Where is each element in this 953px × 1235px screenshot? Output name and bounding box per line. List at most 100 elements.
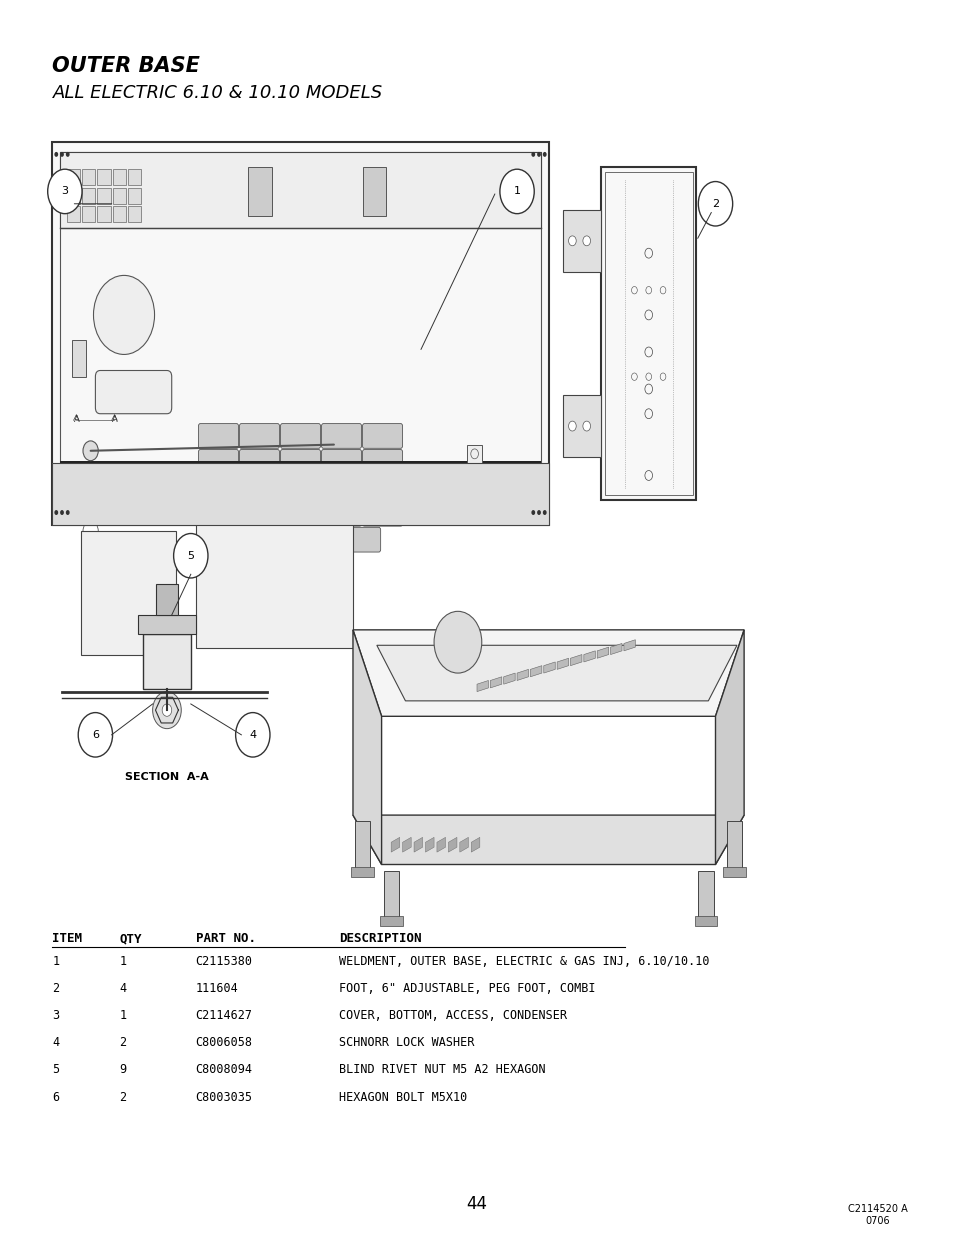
Bar xyxy=(71,340,86,377)
Polygon shape xyxy=(623,640,635,651)
Bar xyxy=(722,867,745,877)
Circle shape xyxy=(54,152,58,157)
Circle shape xyxy=(568,236,576,246)
Text: 6: 6 xyxy=(52,1091,59,1104)
Circle shape xyxy=(48,169,82,214)
FancyBboxPatch shape xyxy=(340,527,380,552)
Polygon shape xyxy=(436,837,445,852)
Text: 4: 4 xyxy=(119,982,126,995)
Bar xyxy=(467,445,481,463)
Bar xyxy=(67,169,80,185)
Text: 2: 2 xyxy=(119,1036,126,1050)
FancyBboxPatch shape xyxy=(239,501,279,526)
Circle shape xyxy=(531,152,535,157)
FancyBboxPatch shape xyxy=(321,475,361,500)
Circle shape xyxy=(698,182,732,226)
FancyBboxPatch shape xyxy=(95,370,172,414)
Circle shape xyxy=(173,534,208,578)
Circle shape xyxy=(66,152,70,157)
FancyBboxPatch shape xyxy=(362,424,402,448)
Polygon shape xyxy=(353,630,743,716)
Bar xyxy=(351,867,374,877)
FancyBboxPatch shape xyxy=(198,475,238,500)
Circle shape xyxy=(582,236,590,246)
Text: SECTION  A-A: SECTION A-A xyxy=(125,772,209,782)
Bar xyxy=(81,531,176,655)
Text: OUTER BASE: OUTER BASE xyxy=(52,56,200,75)
FancyBboxPatch shape xyxy=(239,475,279,500)
FancyBboxPatch shape xyxy=(321,501,361,526)
Bar xyxy=(355,821,370,871)
Polygon shape xyxy=(414,837,422,852)
Bar xyxy=(155,584,178,615)
Text: 4: 4 xyxy=(249,730,256,740)
Polygon shape xyxy=(583,651,595,662)
FancyBboxPatch shape xyxy=(280,501,320,526)
Text: 2: 2 xyxy=(711,199,719,209)
Bar xyxy=(97,169,111,185)
Polygon shape xyxy=(476,680,488,692)
Bar xyxy=(138,615,195,634)
Circle shape xyxy=(78,713,112,757)
Bar xyxy=(128,206,141,222)
Bar xyxy=(694,916,717,926)
Text: C2114627: C2114627 xyxy=(195,1009,253,1023)
Polygon shape xyxy=(353,815,743,864)
Text: 3: 3 xyxy=(61,186,69,196)
FancyBboxPatch shape xyxy=(362,501,402,526)
Text: 5: 5 xyxy=(52,1063,59,1077)
Polygon shape xyxy=(517,669,528,680)
Bar xyxy=(128,169,141,185)
Text: DESCRIPTION: DESCRIPTION xyxy=(338,932,420,946)
Text: 111604: 111604 xyxy=(195,982,238,995)
Bar xyxy=(67,188,80,204)
Bar xyxy=(698,871,713,920)
Polygon shape xyxy=(503,673,515,684)
Text: HEXAGON BOLT M5X10: HEXAGON BOLT M5X10 xyxy=(338,1091,466,1104)
Bar xyxy=(604,172,692,495)
Polygon shape xyxy=(353,630,381,864)
Text: QTY: QTY xyxy=(119,932,142,946)
Bar xyxy=(60,152,540,228)
Circle shape xyxy=(568,421,576,431)
Text: 1: 1 xyxy=(52,955,59,968)
Circle shape xyxy=(60,152,64,157)
Bar xyxy=(112,188,126,204)
Circle shape xyxy=(158,637,166,647)
Bar xyxy=(248,167,272,216)
Circle shape xyxy=(499,169,534,214)
Circle shape xyxy=(537,152,540,157)
Bar xyxy=(82,206,95,222)
Circle shape xyxy=(66,510,70,515)
Text: C2114520 A: C2114520 A xyxy=(847,1204,906,1214)
Circle shape xyxy=(60,510,64,515)
Bar xyxy=(362,167,386,216)
Text: ITEM: ITEM xyxy=(52,932,82,946)
Bar xyxy=(128,188,141,204)
Text: WELDMENT, OUTER BASE, ELECTRIC & GAS INJ, 6.10/10.10: WELDMENT, OUTER BASE, ELECTRIC & GAS INJ… xyxy=(338,955,708,968)
Circle shape xyxy=(83,441,98,461)
Text: BLIND RIVET NUT M5 A2 HEXAGON: BLIND RIVET NUT M5 A2 HEXAGON xyxy=(338,1063,545,1077)
FancyBboxPatch shape xyxy=(280,475,320,500)
Bar xyxy=(82,188,95,204)
Text: 4: 4 xyxy=(52,1036,59,1050)
Circle shape xyxy=(152,692,181,729)
Text: 9: 9 xyxy=(119,1063,126,1077)
FancyBboxPatch shape xyxy=(198,424,238,448)
FancyBboxPatch shape xyxy=(198,501,238,526)
Text: 2: 2 xyxy=(52,982,59,995)
Bar xyxy=(562,210,600,272)
FancyBboxPatch shape xyxy=(239,450,279,474)
FancyBboxPatch shape xyxy=(280,450,320,474)
Polygon shape xyxy=(471,837,479,852)
Polygon shape xyxy=(597,647,608,658)
Text: PART NO.: PART NO. xyxy=(195,932,255,946)
Bar xyxy=(600,167,696,500)
Circle shape xyxy=(542,152,546,157)
Text: ALL ELECTRIC 6.10 & 10.10 MODELS: ALL ELECTRIC 6.10 & 10.10 MODELS xyxy=(52,84,382,103)
Circle shape xyxy=(434,611,481,673)
Text: C8008094: C8008094 xyxy=(195,1063,253,1077)
Text: A: A xyxy=(112,415,117,425)
Circle shape xyxy=(54,510,58,515)
Bar xyxy=(52,142,548,525)
